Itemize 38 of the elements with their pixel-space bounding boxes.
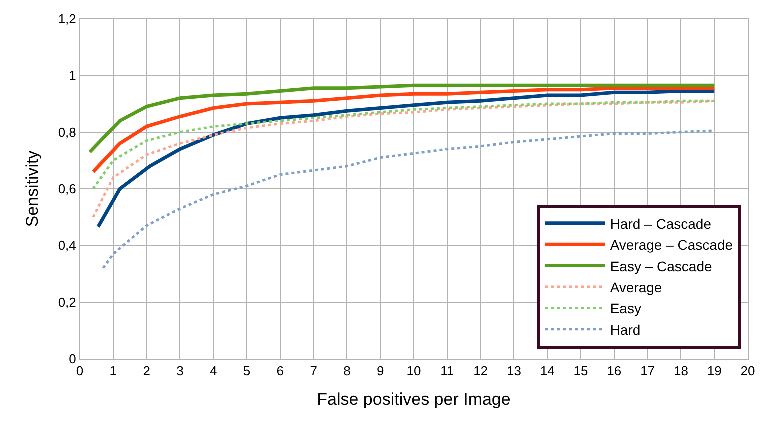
x-tick-label: 10 — [406, 364, 422, 379]
x-tick-label: 14 — [540, 364, 555, 379]
x-tick-label: 7 — [310, 364, 318, 379]
x-tick-label: 17 — [640, 364, 656, 379]
legend-label: Average – Cascade — [610, 237, 734, 254]
y-tick-label: 0,2 — [58, 294, 76, 310]
line-series — [88, 84, 716, 154]
y-axis-title: Sensitivity — [22, 150, 42, 228]
x-tick-label: 13 — [506, 364, 522, 379]
legend-label: Hard — [610, 322, 641, 338]
x-tick-label: 12 — [474, 364, 488, 379]
x-tick-label: 19 — [707, 364, 722, 379]
line-series — [92, 86, 716, 174]
x-tick-label: 8 — [344, 364, 351, 379]
y-tick-label: 0,8 — [58, 124, 76, 140]
y-tick-label: 1,2 — [58, 12, 76, 27]
x-tick-label: 1 — [110, 364, 118, 379]
x-tick-label: 20 — [740, 364, 756, 379]
legend-label: Average — [610, 279, 662, 296]
x-tick-label: 3 — [176, 364, 184, 379]
x-tick-label: 4 — [210, 364, 218, 379]
x-tick-label: 16 — [607, 364, 622, 379]
x-tick-label: 18 — [674, 364, 688, 379]
line-series — [92, 100, 716, 190]
y-tick-label: 0,4 — [58, 238, 76, 254]
x-tick-label: 6 — [276, 364, 284, 379]
y-tick-label: 0,6 — [58, 182, 76, 197]
x-tick-label: 9 — [376, 364, 384, 379]
x-tick-label: 2 — [143, 364, 150, 379]
legend-label: Hard – Cascade — [610, 216, 712, 232]
y-tick-label: 1 — [69, 68, 76, 84]
legend-label: Easy – Cascade — [610, 258, 712, 274]
x-tick-label: 11 — [440, 364, 454, 379]
y-tick-label: 0 — [69, 352, 76, 367]
x-tick-label: 15 — [574, 364, 588, 379]
x-axis-title: False positives per Image — [317, 390, 511, 409]
x-tick-label: 5 — [243, 364, 251, 379]
legend-label: Easy — [610, 300, 642, 317]
